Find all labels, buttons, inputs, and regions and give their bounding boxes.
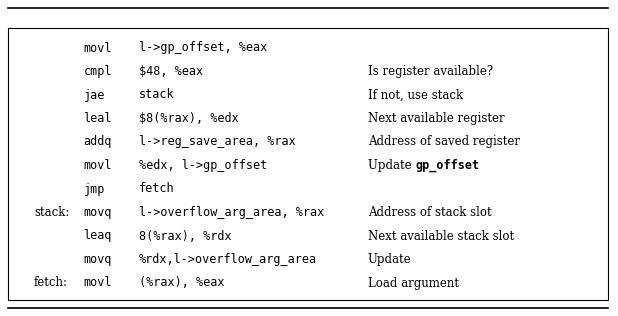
Text: jae: jae [83, 88, 105, 101]
Text: %rdx,l->overflow_arg_area: %rdx,l->overflow_arg_area [139, 253, 317, 266]
Text: movq: movq [83, 206, 112, 219]
Text: Update: Update [368, 253, 412, 266]
Text: addq: addq [83, 136, 112, 149]
Text: stack:: stack: [34, 206, 69, 219]
Text: (%rax), %eax: (%rax), %eax [139, 276, 224, 289]
Text: $8(%rax), %edx: $8(%rax), %edx [139, 112, 239, 125]
Text: Address of stack slot: Address of stack slot [368, 206, 491, 219]
Text: l->overflow_arg_area, %rax: l->overflow_arg_area, %rax [139, 206, 324, 219]
Text: fetch: fetch [139, 183, 175, 196]
Text: Load argument: Load argument [368, 276, 459, 289]
Text: If not, use stack: If not, use stack [368, 88, 463, 101]
Text: $48, %eax: $48, %eax [139, 65, 203, 78]
Text: stack: stack [139, 88, 175, 101]
Text: Update: Update [368, 159, 415, 172]
Text: Is register available?: Is register available? [368, 65, 493, 78]
Text: l->gp_offset, %eax: l->gp_offset, %eax [139, 41, 268, 54]
Bar [8, 28, 608, 300]
Text: movl: movl [83, 159, 112, 172]
Text: fetch:: fetch: [34, 276, 68, 289]
Text: movl: movl [83, 41, 112, 54]
Text: %edx, l->gp_offset: %edx, l->gp_offset [139, 159, 268, 172]
Text: jmp: jmp [83, 183, 105, 196]
Text: l->reg_save_area, %rax: l->reg_save_area, %rax [139, 136, 296, 149]
Text: gp_offset: gp_offset [415, 159, 479, 172]
Text: Next available register: Next available register [368, 112, 504, 125]
Text: movl: movl [83, 276, 112, 289]
Text: leal: leal [83, 112, 112, 125]
Text: movq: movq [83, 253, 112, 266]
Text: cmpl: cmpl [83, 65, 112, 78]
Text: Next available stack slot: Next available stack slot [368, 229, 514, 242]
Text: leaq: leaq [83, 229, 112, 242]
Text: 8(%rax), %rdx: 8(%rax), %rdx [139, 229, 232, 242]
Text: Address of saved register: Address of saved register [368, 136, 520, 149]
